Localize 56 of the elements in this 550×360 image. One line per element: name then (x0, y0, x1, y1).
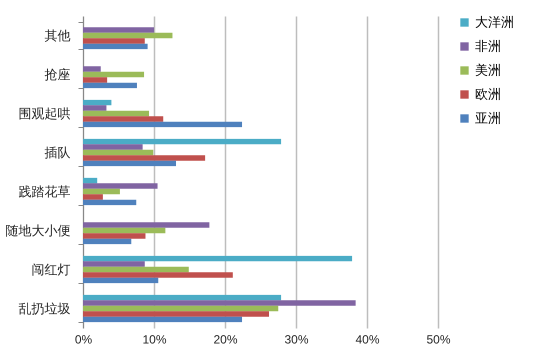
bar (83, 178, 98, 184)
bar (83, 306, 278, 312)
bar (83, 150, 154, 156)
bar (83, 311, 270, 317)
bar (83, 38, 145, 44)
bar (83, 110, 150, 116)
x-tick-label: 20% (213, 332, 238, 346)
x-tick-label: 30% (284, 332, 309, 346)
bar (83, 188, 120, 194)
bar (83, 100, 112, 106)
bar (83, 44, 148, 50)
y-tick-label: 随地大小便 (6, 223, 70, 238)
legend-label: 美洲 (475, 62, 501, 78)
bar (83, 116, 164, 122)
bar (83, 105, 106, 111)
bar (83, 228, 166, 234)
bar (83, 77, 108, 83)
bar (83, 82, 137, 88)
bar (83, 222, 210, 228)
legend-label: 非洲 (475, 38, 501, 54)
legend-label: 亚洲 (475, 110, 501, 126)
bar (83, 272, 233, 278)
bar (83, 144, 143, 150)
y-tick-label: 抢座 (44, 67, 70, 82)
y-tick-label: 践踏花草 (18, 184, 70, 199)
bar (83, 160, 176, 166)
bar (83, 238, 132, 244)
bar (83, 200, 136, 206)
y-tick-label: 其他 (44, 28, 70, 43)
bar (83, 194, 103, 200)
bar (83, 72, 144, 78)
y-tick-label: 插队 (44, 145, 70, 160)
legend-label: 欧洲 (475, 86, 501, 102)
bar (83, 233, 146, 239)
x-tick-label: 50% (426, 332, 451, 346)
bar (83, 278, 158, 284)
bar (83, 183, 158, 189)
y-tick-label: 乱扔垃圾 (18, 301, 70, 316)
bar (83, 66, 101, 72)
bar (83, 316, 242, 322)
legend-label: 大洋洲 (475, 14, 514, 30)
bar (83, 266, 189, 272)
bar (83, 32, 172, 38)
bar (83, 294, 282, 300)
bar (83, 138, 282, 144)
bar (83, 300, 356, 306)
x-tick-label: 0% (74, 332, 92, 346)
bar (83, 155, 206, 161)
x-tick-label: 10% (142, 332, 167, 346)
y-tick-label: 围观起哄 (18, 106, 70, 121)
bar (83, 256, 352, 262)
bar (83, 122, 242, 128)
y-tick-label: 闯红灯 (32, 262, 70, 277)
x-tick-label: 40% (355, 332, 380, 346)
bar (83, 261, 145, 267)
bar (83, 27, 154, 33)
